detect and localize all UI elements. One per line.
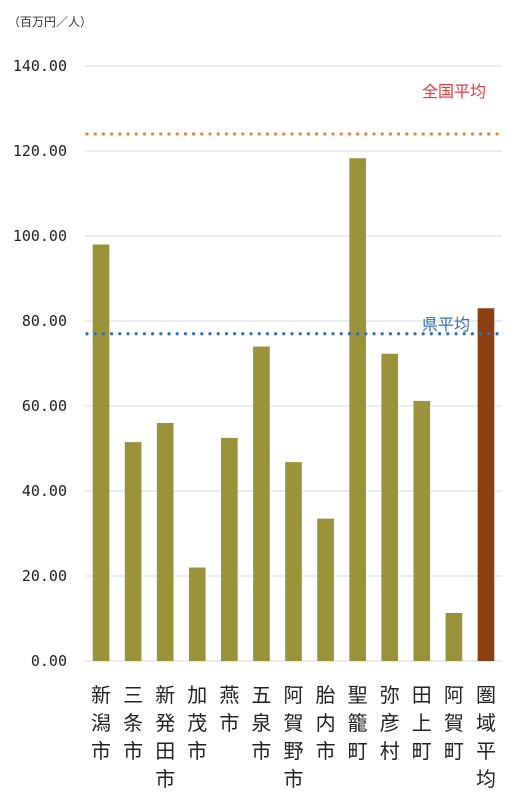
category-label-char: 市 [123, 739, 143, 763]
category-label: 阿賀町 [444, 683, 464, 763]
category-label-char: 阿 [284, 683, 304, 707]
bar [413, 400, 431, 661]
category-label-char: 賀 [284, 711, 304, 735]
category-label-char: 潟 [91, 711, 111, 735]
category-label-char: 上 [412, 711, 432, 735]
y-tick-label: 140.00 [13, 57, 67, 75]
category-label: 五泉市 [251, 683, 271, 763]
bar [124, 442, 142, 661]
reference-line-label: 全国平均 [422, 82, 486, 101]
category-label-char: 市 [187, 739, 207, 763]
y-tick-label: 20.00 [22, 567, 67, 585]
category-label-char: 圏 [476, 683, 496, 707]
category-label-char: 条 [123, 711, 143, 735]
category-label-char: 町 [412, 739, 432, 763]
bar [317, 518, 334, 661]
category-label-char: 町 [444, 739, 464, 763]
category-label-char: 市 [284, 767, 304, 791]
category-label-char: 田 [412, 683, 432, 707]
y-tick-label: 40.00 [22, 482, 67, 500]
category-label: 加茂市 [187, 683, 207, 763]
bar [477, 308, 495, 661]
bar [156, 423, 174, 661]
bar [92, 244, 110, 661]
category-label-char: 市 [91, 739, 111, 763]
category-label: 聖籠町 [348, 683, 368, 763]
unit-label: （百万円／人） [8, 15, 92, 29]
y-tick-label: 100.00 [13, 227, 67, 245]
category-label-char: 彦 [380, 711, 400, 735]
bar [285, 462, 302, 661]
category-label-char: 村 [380, 739, 400, 763]
category-label-char: 五 [251, 683, 271, 707]
category-label: 胎内市 [316, 683, 336, 763]
category-label-char: 発 [155, 711, 175, 735]
category-label-char: 新 [91, 683, 111, 707]
category-label-char: 聖 [348, 683, 368, 707]
bar [445, 612, 463, 661]
category-label-char: 三 [123, 683, 143, 707]
y-tick-label: 80.00 [22, 312, 67, 330]
bar [253, 346, 270, 661]
category-label-char: 均 [476, 767, 496, 791]
category-label-char: 田 [155, 739, 175, 763]
category-label-char: 市 [316, 739, 336, 763]
bar [188, 567, 206, 661]
bar [381, 353, 399, 661]
category-label: 燕市 [219, 683, 239, 735]
category-label-char: 市 [219, 711, 239, 735]
category-labels: 新潟市三条市新発田市加茂市燕市五泉市阿賀野市胎内市聖籠町弥彦村田上町阿賀町圏域平… [91, 683, 496, 791]
category-label: 三条市 [123, 683, 143, 763]
category-label-char: 市 [251, 739, 271, 763]
category-label-char: 阿 [444, 683, 464, 707]
category-label: 田上町 [412, 683, 432, 763]
category-label-char: 域 [476, 711, 496, 735]
category-label-char: 平 [476, 739, 496, 763]
category-label-char: 弥 [380, 683, 400, 707]
category-label-char: 茂 [187, 711, 207, 735]
category-label-char: 市 [155, 767, 175, 791]
bars [92, 158, 495, 661]
y-tick-label: 60.00 [22, 397, 67, 415]
y-axis-tick-labels: 0.00 20.00 40.00 60.00 80.00 100.00 120.00 140.… [13, 57, 67, 670]
category-label-char: 胎 [316, 683, 336, 707]
reference-line-label: 県平均 [422, 315, 470, 334]
category-label-char: 籠 [348, 711, 368, 735]
category-label-char: 野 [284, 739, 304, 763]
category-label-char: 賀 [444, 711, 464, 735]
category-label: 新潟市 [91, 683, 111, 763]
category-label: 弥彦村 [380, 683, 400, 763]
category-label-char: 町 [348, 739, 368, 763]
category-label-char: 新 [155, 683, 175, 707]
y-tick-label: 120.00 [13, 142, 67, 160]
bar [221, 437, 238, 661]
category-label-char: 内 [316, 711, 336, 735]
category-label-char: 泉 [251, 711, 271, 735]
y-tick-label: 0.00 [31, 652, 67, 670]
category-label-char: 加 [187, 683, 207, 707]
bar [349, 158, 366, 661]
category-label-char: 燕 [219, 683, 239, 707]
